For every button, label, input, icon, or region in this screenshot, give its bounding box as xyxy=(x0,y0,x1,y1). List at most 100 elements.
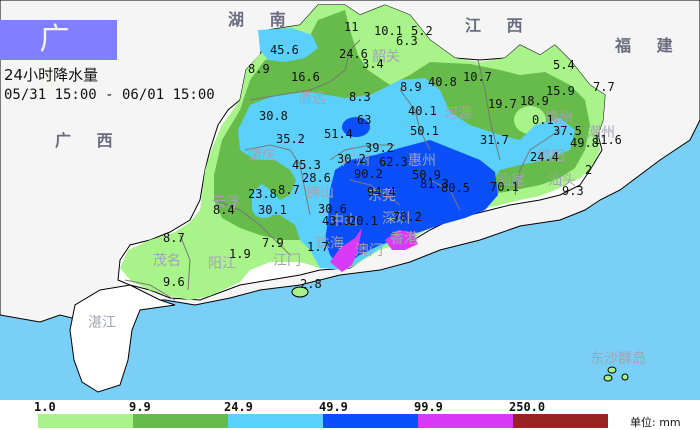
station-value: 81.3 xyxy=(420,177,449,191)
station-value: 10.1 xyxy=(374,24,403,38)
station-value: 23.8 xyxy=(248,187,277,201)
legend-swatch xyxy=(418,414,513,428)
city-label: 湛江 xyxy=(88,315,116,331)
station-value: 45.3 xyxy=(292,158,321,172)
legend-threshold: 99.9 xyxy=(414,400,443,414)
station-value: 2 xyxy=(585,163,593,177)
station-value: 5.2 xyxy=(411,24,433,38)
legend-threshold: 1.0 xyxy=(34,400,56,414)
legend-swatch xyxy=(513,414,608,428)
station-value: 51.4 xyxy=(324,127,353,141)
rain-zone-magenta xyxy=(330,228,362,272)
province-label: 福 建 xyxy=(615,36,683,55)
station-value: 35.2 xyxy=(276,132,305,146)
station-value: 8.9 xyxy=(248,62,270,76)
city-label: 广州 xyxy=(342,153,370,169)
city-label: 澳门 xyxy=(355,243,383,259)
legend-threshold: 9.9 xyxy=(129,400,151,414)
station-value: 8.7 xyxy=(163,231,185,245)
station-value: 11 xyxy=(344,20,359,34)
legend-color-bar xyxy=(38,414,608,428)
city-label: 香港 xyxy=(390,231,418,247)
station-value: 0.1 xyxy=(532,113,554,127)
province-label: 湖 南 xyxy=(228,10,296,29)
city-label: 潮州 xyxy=(587,125,615,141)
city-label: 深圳 xyxy=(382,211,410,227)
city-label: 珠海 xyxy=(316,236,344,252)
legend-threshold: 49.9 xyxy=(319,400,348,414)
station-value: 18.9 xyxy=(520,94,549,108)
city-label: 惠州 xyxy=(408,153,436,169)
rain-zone-magenta-hk xyxy=(385,230,418,250)
city-label: 汕尾 xyxy=(497,173,525,189)
legend-swatch xyxy=(323,414,418,428)
color-legend: 1.0 9.9 24.9 49.9 99.9 250.0 单位: mm xyxy=(0,400,700,430)
station-value: 1.7 xyxy=(307,240,329,254)
leizhou-peninsula xyxy=(69,284,176,393)
station-value: 80.5 xyxy=(441,181,470,195)
city-label: 中山 xyxy=(330,213,358,229)
station-value: 63 xyxy=(357,113,372,127)
city-boundaries xyxy=(124,39,561,301)
station-value: 45.6 xyxy=(270,43,299,57)
station-value: 9.6 xyxy=(163,275,185,289)
station-value: 50.1 xyxy=(410,124,439,138)
precipitation-map xyxy=(0,0,700,400)
station-value: 90.2 xyxy=(354,167,383,181)
city-label: 河源 xyxy=(444,106,472,122)
province-label: 广 西 xyxy=(55,131,123,150)
station-value: 70.1 xyxy=(490,180,519,194)
city-label: 清远 xyxy=(298,91,326,107)
rain-zone-light-blue-north xyxy=(258,28,318,62)
city-label: 揭阳 xyxy=(537,149,565,165)
station-value: 10.7 xyxy=(463,70,492,84)
station-value: 8.4 xyxy=(213,203,235,217)
rain-zone-light-blue-west xyxy=(252,198,276,218)
station-value: 50.9 xyxy=(412,168,441,182)
station-value: 5.4 xyxy=(553,58,575,72)
station-value: 9.3 xyxy=(562,184,584,198)
legend-swatch xyxy=(228,414,323,428)
legend-threshold: 24.9 xyxy=(224,400,253,414)
province-label: 江 西 xyxy=(465,16,533,35)
station-value: 40.8 xyxy=(428,75,457,89)
station-value: 16.6 xyxy=(291,70,320,84)
city-label: 云浮 xyxy=(212,195,240,211)
city-label: 阳江 xyxy=(208,256,236,272)
rain-zone-dark-blue-north xyxy=(342,117,370,137)
station-value: 24.4 xyxy=(530,150,559,164)
station-value: 20.1 xyxy=(349,214,378,228)
station-value: 6.3 xyxy=(396,34,418,48)
city-label: 梅州 xyxy=(545,110,573,126)
city-label: 茂名 xyxy=(153,253,181,269)
legend-ticks: 1.0 9.9 24.9 49.9 99.9 250.0 xyxy=(0,400,700,414)
station-value: 19.7 xyxy=(488,97,517,111)
city-label: 汕头 xyxy=(548,173,576,189)
station-value: 31.7 xyxy=(480,133,509,147)
station-value: 78.2 xyxy=(393,210,422,224)
station-value: 3.4 xyxy=(362,57,384,71)
station-value: 94.4 xyxy=(367,185,396,199)
city-label: 肇庆 xyxy=(248,148,276,164)
station-value: 49.8 xyxy=(570,136,599,150)
city-label: 江门 xyxy=(273,253,301,269)
station-value: 30.2 xyxy=(337,152,366,166)
station-value: 40.1 xyxy=(408,104,437,118)
station-value: 7.7 xyxy=(593,80,615,94)
time-range: 05/31 15:00 - 06/01 15:00 xyxy=(4,87,215,103)
city-label: 韶关 xyxy=(372,49,400,65)
station-value: 24.6 xyxy=(339,47,368,61)
station-value: 2.8 xyxy=(300,277,322,291)
station-value: 7.9 xyxy=(262,236,284,250)
legend-swatch xyxy=(38,414,133,428)
station-value: 8.9 xyxy=(400,80,422,94)
islands xyxy=(291,286,629,382)
station-value: 30.1 xyxy=(258,203,287,217)
station-value: 1.9 xyxy=(229,247,251,261)
station-value: 37.5 xyxy=(553,124,582,138)
station-value: 28.6 xyxy=(302,171,331,185)
legend-unit: 单位: mm xyxy=(630,416,681,429)
station-value: 11.6 xyxy=(593,133,622,147)
station-value: 8.7 xyxy=(278,183,300,197)
city-label: 佛山 xyxy=(306,185,334,201)
